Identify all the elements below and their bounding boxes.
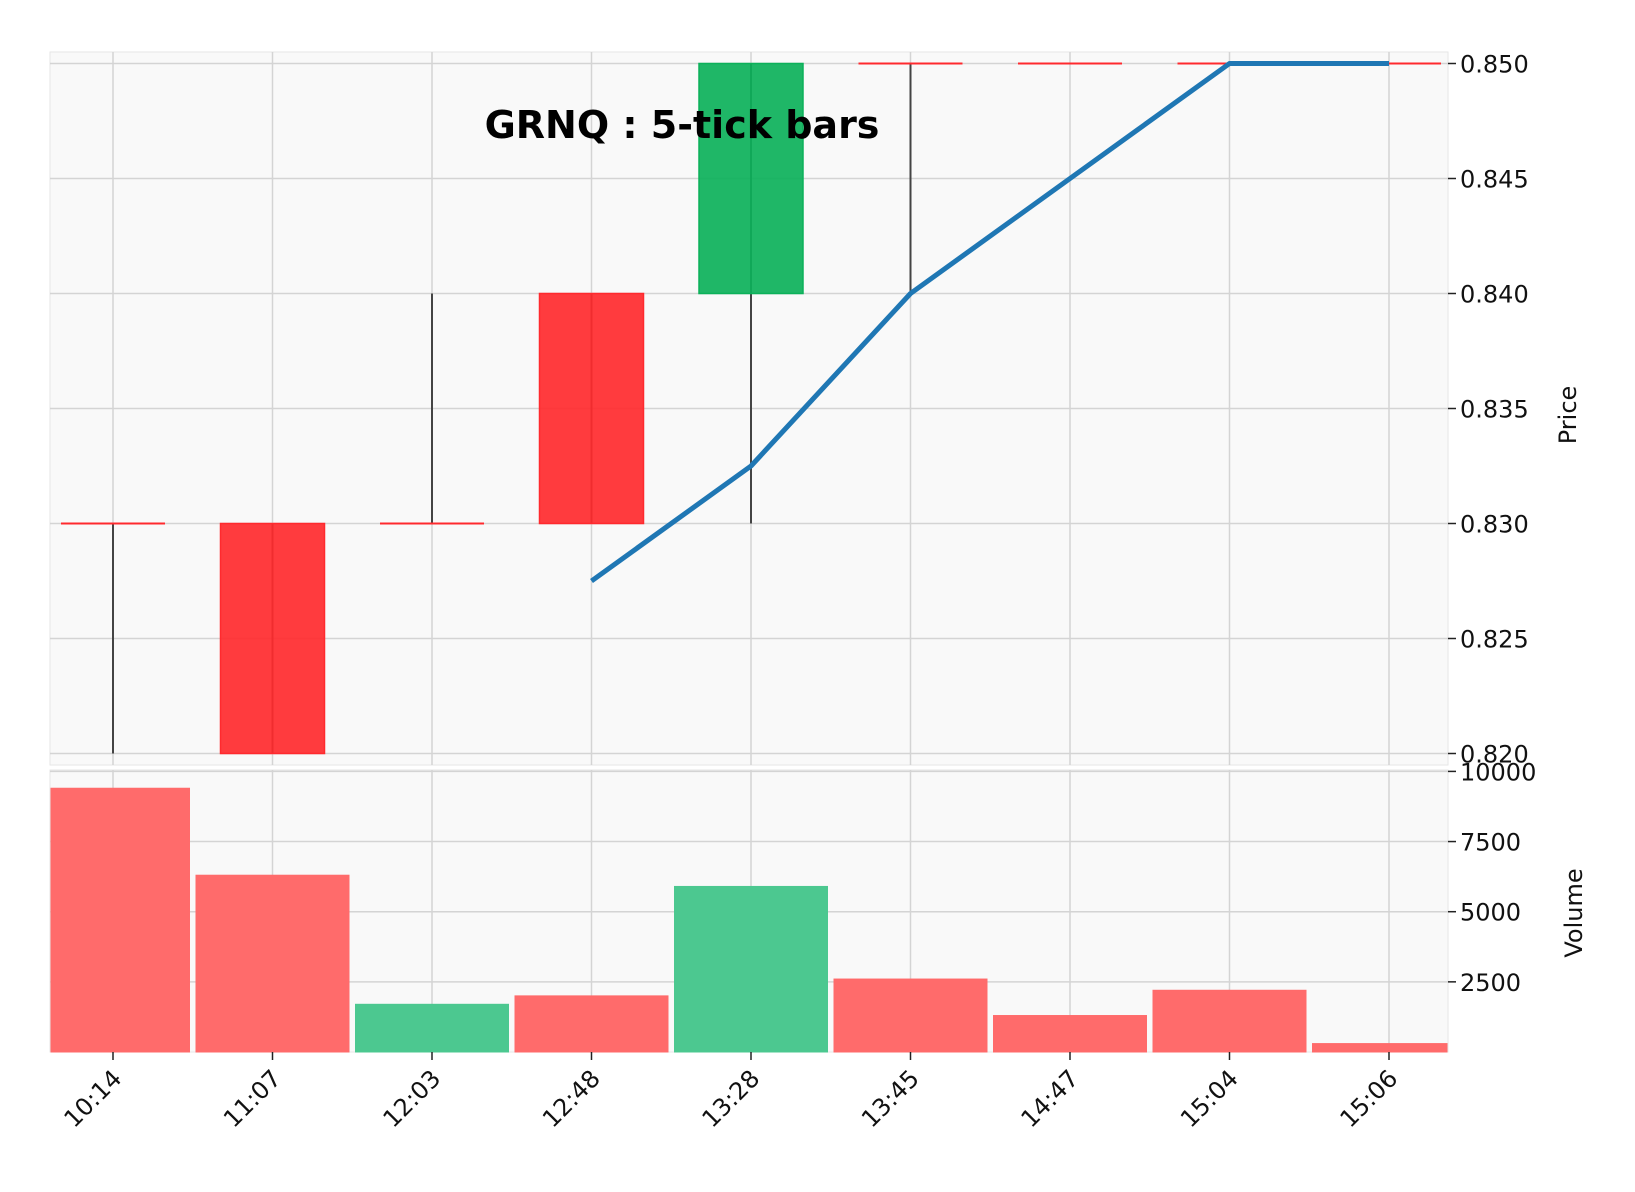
price-tick-label: 0.835	[1460, 396, 1529, 424]
candle-body	[698, 62, 804, 295]
volume-bar	[50, 787, 190, 1053]
candle-body	[219, 522, 326, 755]
price-tick-label: 0.840	[1460, 281, 1529, 309]
volume-bar	[993, 1015, 1147, 1053]
x-tick-label: 11:07	[218, 1064, 287, 1133]
x-tick-label: 10:14	[59, 1064, 128, 1133]
x-tick-label: 13:28	[697, 1064, 766, 1133]
volume-bar	[1152, 989, 1307, 1053]
price-axis-label: Price	[1554, 386, 1582, 445]
volume-bar	[833, 978, 988, 1053]
price-tick-label: 0.830	[1460, 511, 1529, 539]
volume-axis-label: Volume	[1560, 868, 1588, 957]
volume-bar	[195, 874, 350, 1053]
x-axis: 10:14 11:07 12:03 12:48 13:28 13:45 14:47 15:04…	[59, 1052, 1404, 1133]
volume-bar	[514, 995, 669, 1053]
price-panel: 0.820 0.825 0.830 0.835 0.840 0.845 0.850	[49, 51, 1529, 769]
x-tick-label: 12:48	[537, 1064, 606, 1133]
price-tick-label: 0.820	[1460, 741, 1529, 769]
volume-bar	[1312, 1043, 1448, 1053]
volume-tick-label: 7500	[1460, 829, 1521, 857]
chart-title: GRNQ : 5-tick bars	[485, 103, 880, 147]
candle-body	[538, 292, 645, 525]
volume-bar	[674, 885, 828, 1053]
x-tick-label: 12:03	[378, 1064, 447, 1133]
volume-tick-label: 2500	[1460, 969, 1521, 997]
price-tick-label: 0.850	[1460, 51, 1529, 79]
x-tick-label: 15:04	[1175, 1064, 1244, 1133]
x-tick-label: 14:47	[1016, 1064, 1085, 1133]
price-tick-label: 0.825	[1460, 626, 1529, 654]
volume-bar	[355, 1003, 509, 1053]
moving-average-line	[590, 61, 1389, 584]
volume-tick-label: 5000	[1460, 899, 1521, 927]
price-tick-label: 0.845	[1460, 166, 1529, 194]
volume-panel: 2500 5000 7500 10000	[49, 758, 1536, 1053]
x-tick-label: 13:45	[856, 1064, 925, 1133]
x-tick-label: 15:06	[1335, 1064, 1404, 1133]
volume-tick-label: 10000	[1460, 758, 1536, 786]
